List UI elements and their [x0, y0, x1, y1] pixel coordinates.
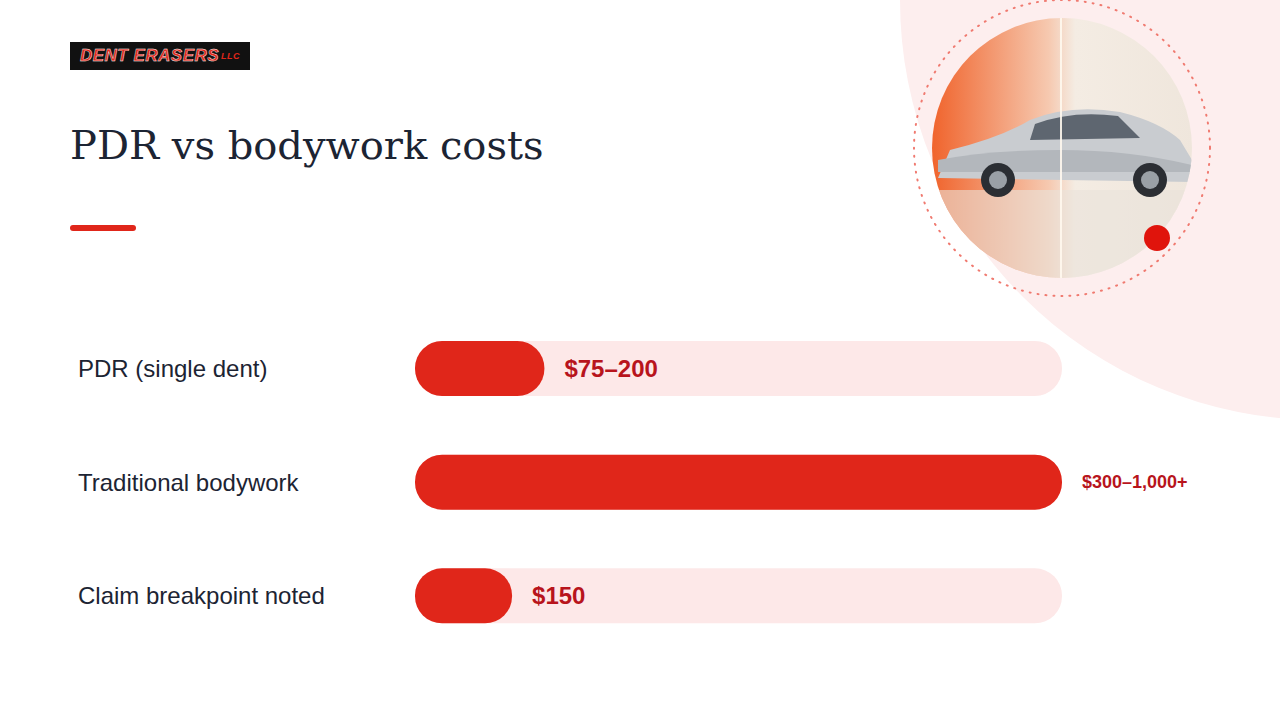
svg-text:PDR (single dent): PDR (single dent) [78, 355, 267, 382]
html-text:DENT ERASERSLLC: DENT ERASERSLLC [79, 46, 241, 65]
html-text:PDR vs bodywork costs: PDR vs bodywork costs [70, 122, 544, 168]
svg-text:$150: $150 [532, 582, 585, 609]
svg-text:$300–1,000+: $300–1,000+ [1082, 472, 1188, 492]
svg-text:Traditional bodywork: Traditional bodywork [78, 469, 300, 496]
svg-text:Claim breakpoint noted: Claim breakpoint noted [78, 582, 325, 609]
svg-text:$75–200: $75–200 [564, 355, 657, 382]
